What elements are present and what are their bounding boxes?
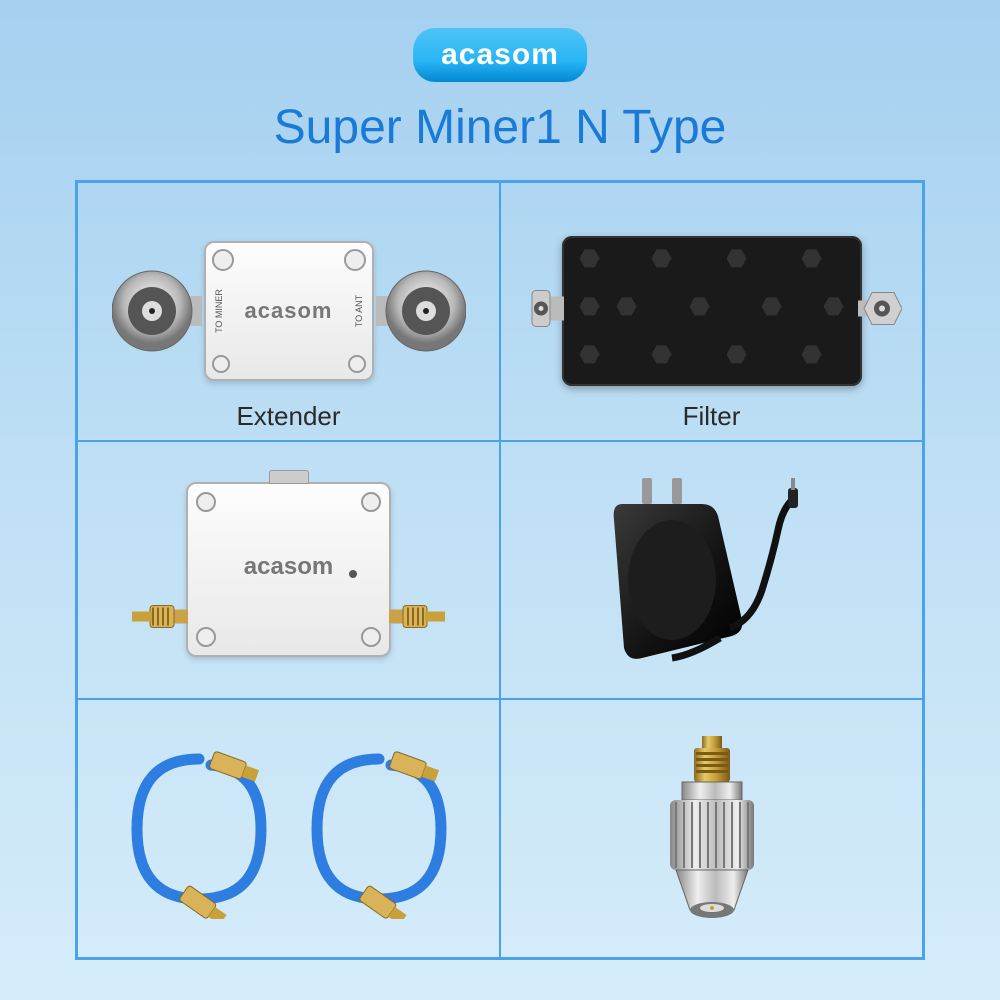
extender-device: acasom TO MINER TO ANT <box>204 241 374 381</box>
n-connector-right-icon <box>376 266 466 356</box>
sma-connector-left-icon <box>132 601 188 636</box>
cell-filter: Filter <box>500 182 923 441</box>
brand-badge: acasom <box>413 28 587 82</box>
cell-power-adapter <box>500 441 923 700</box>
cell-extender: acasom TO MINER TO ANT <box>77 182 500 441</box>
n-connector-left-icon <box>112 266 202 356</box>
extender-caption: Extender <box>236 401 340 432</box>
sma-connector-right-icon <box>389 601 445 636</box>
amplifier-device: acasom <box>186 482 391 657</box>
extender-logo: acasom <box>245 298 333 324</box>
filter-caption: Filter <box>683 401 741 432</box>
cell-amplifier: acasom <box>77 441 500 700</box>
filter-device <box>562 236 862 386</box>
coax-cable-icon <box>119 739 279 919</box>
rf-adapter-icon <box>652 734 772 924</box>
coax-cable-icon <box>299 739 459 919</box>
cell-cables <box>77 699 500 958</box>
power-adapter-icon <box>602 470 822 670</box>
cell-rf-adapter <box>500 699 923 958</box>
extender-port-right-label: TO ANT <box>354 295 364 327</box>
page-title: Super Miner1 N Type <box>0 100 1000 155</box>
filter-connector-right-icon <box>858 287 902 336</box>
cable-pair <box>109 729 469 929</box>
filter-connector-left-icon <box>528 285 564 338</box>
amplifier-logo: acasom <box>244 553 333 581</box>
extender-port-left-label: TO MINER <box>214 289 224 333</box>
product-grid: acasom TO MINER TO ANT <box>75 180 925 960</box>
